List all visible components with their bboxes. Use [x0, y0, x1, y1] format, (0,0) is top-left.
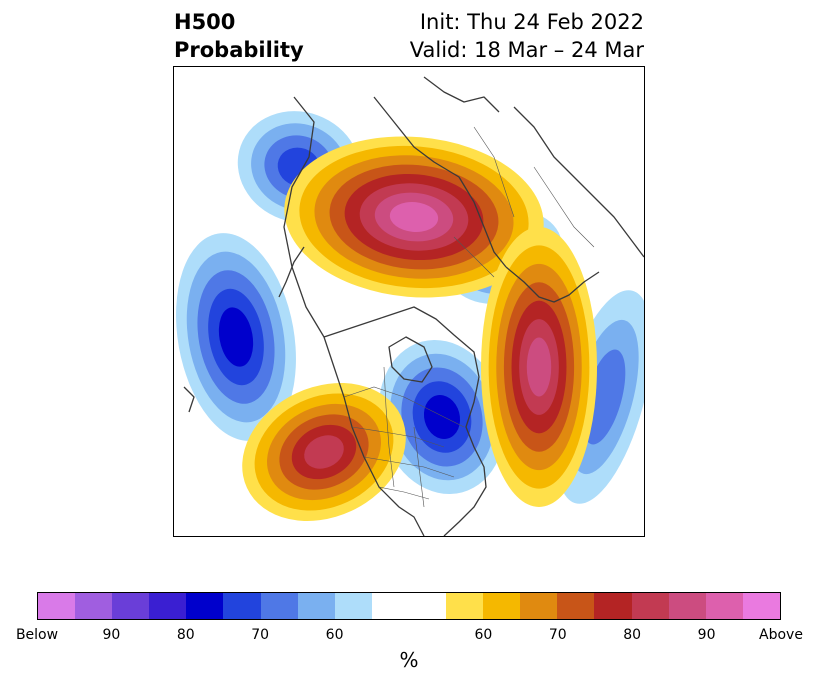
colorbar-swatch [705, 593, 743, 619]
variable-subtitle: Probability [174, 38, 304, 62]
above-normal-anomaly [284, 136, 544, 298]
colorbar-swatch [149, 593, 187, 619]
colorbar-tick-label: Below [15, 627, 59, 643]
colorbar-swatch [631, 593, 669, 619]
map-canvas [176, 76, 644, 536]
colorbar-swatch [408, 593, 447, 619]
colorbar-swatch [520, 593, 558, 619]
colorbar-swatch [371, 593, 409, 619]
colorbar-tick-label: 60 [474, 627, 493, 643]
probability-map [173, 66, 645, 537]
colorbar-swatch [38, 593, 76, 619]
colorbar-swatch [75, 593, 113, 619]
colorbar-swatch [668, 593, 706, 619]
probability-contour [304, 435, 344, 469]
forecast-dates: Init: Thu 24 Feb 2022 Valid: 18 Mar – 24… [410, 8, 644, 64]
colorbar-tick-label: 70 [548, 627, 567, 643]
colorbar-tick-label: 90 [102, 627, 121, 643]
colorbar-swatch [557, 593, 595, 619]
colorbar-tick-label: 70 [251, 627, 270, 643]
colorbar-swatch [742, 593, 780, 619]
colorbar-swatch [260, 593, 298, 619]
colorbar-swatch [483, 593, 521, 619]
valid-range: Valid: 18 Mar – 24 Mar [409, 38, 644, 62]
probability-contour [218, 307, 254, 367]
colorbar-tick-label: 90 [697, 627, 716, 643]
colorbar-swatch [186, 593, 224, 619]
colorbar-swatch [112, 593, 150, 619]
below-normal-anomaly [176, 233, 296, 441]
probability-contour [526, 337, 552, 397]
colorbar-tick-label: Above [759, 627, 803, 643]
colorbar-swatch [297, 593, 335, 619]
political-borders [343, 126, 595, 508]
probability-contour [389, 202, 439, 232]
coastlines [183, 76, 644, 536]
probability-contour [423, 394, 461, 440]
above-normal-anomaly [481, 227, 597, 507]
colorbar-swatch [446, 593, 484, 619]
colorbar-unit-label: % [399, 648, 419, 672]
colorbar-tick-label: 60 [325, 627, 344, 643]
below-normal-anomaly [378, 339, 506, 495]
probability-shading [176, 111, 644, 521]
colorbar-swatch [594, 593, 632, 619]
colorbar-swatch [334, 593, 372, 619]
variable-title: H500 [174, 10, 236, 34]
chart-title: H500 Probability [174, 8, 304, 64]
colorbar-swatch [223, 593, 261, 619]
init-date: Init: Thu 24 Feb 2022 [419, 10, 644, 34]
probability-contour [582, 349, 626, 445]
colorbar-tick-label: 80 [623, 627, 642, 643]
colorbar-tick-label: 80 [176, 627, 195, 643]
colorbar [37, 592, 781, 620]
